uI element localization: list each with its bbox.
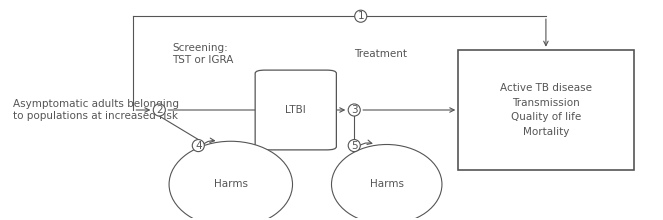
Ellipse shape: [169, 141, 292, 220]
Text: 1: 1: [357, 11, 364, 21]
Text: Harms: Harms: [370, 179, 404, 189]
Bar: [458, 50, 634, 170]
Text: Asymptomatic adults belonging
to populations at increased risk: Asymptomatic adults belonging to populat…: [13, 99, 179, 121]
FancyBboxPatch shape: [255, 70, 336, 150]
Text: Active TB disease
Transmission
Quality of life
Mortality: Active TB disease Transmission Quality o…: [500, 83, 592, 137]
Text: Screening:
TST or IGRA: Screening: TST or IGRA: [172, 43, 233, 65]
Text: 2: 2: [156, 105, 162, 115]
Ellipse shape: [348, 139, 360, 152]
Ellipse shape: [348, 104, 360, 116]
Ellipse shape: [153, 104, 165, 116]
Ellipse shape: [355, 10, 367, 22]
Text: Harms: Harms: [213, 179, 248, 189]
Ellipse shape: [192, 139, 204, 152]
Text: 4: 4: [195, 141, 202, 150]
Ellipse shape: [332, 145, 442, 220]
Text: 5: 5: [351, 141, 357, 150]
Text: 3: 3: [351, 105, 357, 115]
Text: Treatment: Treatment: [354, 49, 407, 59]
Text: LTBI: LTBI: [285, 105, 306, 115]
